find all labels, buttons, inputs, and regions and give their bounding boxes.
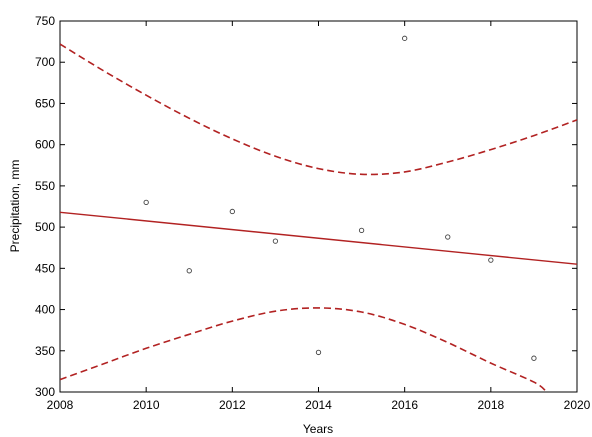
x-tick-label: 2014 <box>305 398 332 412</box>
y-tick-label: 500 <box>35 220 55 234</box>
data-point <box>272 238 279 244</box>
data-point <box>186 268 192 274</box>
data-point <box>445 234 451 240</box>
data-point <box>358 227 365 234</box>
x-tick-label: 2020 <box>564 398 591 412</box>
lower-confidence-band <box>60 307 548 392</box>
y-tick-label: 550 <box>35 179 55 193</box>
y-axis-label: Precipitation, mm <box>8 160 22 253</box>
data-point <box>488 257 494 263</box>
y-tick-label: 300 <box>35 385 55 399</box>
y-tick-label: 450 <box>35 261 55 275</box>
x-tick-label: 2012 <box>219 398 246 412</box>
y-axis: 300 350 400 450 500 550 600 650 700 750 <box>35 14 577 399</box>
y-tick-label: 600 <box>35 138 55 152</box>
y-tick-label: 700 <box>35 55 55 69</box>
y-tick-label: 400 <box>35 303 55 317</box>
regression-line <box>60 211 577 265</box>
series-layer <box>60 35 577 392</box>
data-point <box>531 355 537 361</box>
y-tick-label: 350 <box>35 344 55 358</box>
y-tick-label: 650 <box>35 96 55 110</box>
x-tick-label: 2008 <box>47 398 74 412</box>
data-point <box>229 208 235 215</box>
data-point <box>402 35 408 41</box>
x-axis-label: Years <box>303 422 333 436</box>
x-tick-label: 2010 <box>133 398 160 412</box>
plot-area <box>59 20 578 393</box>
x-axis: 2008 2010 2012 2014 2016 2018 2020 <box>47 21 591 412</box>
x-tick-label: 2018 <box>477 398 504 412</box>
y-tick-label: 750 <box>35 14 55 28</box>
x-tick-label: 2016 <box>391 398 418 412</box>
data-point <box>315 349 322 356</box>
upper-confidence-band <box>60 43 577 176</box>
data-point <box>143 199 149 206</box>
